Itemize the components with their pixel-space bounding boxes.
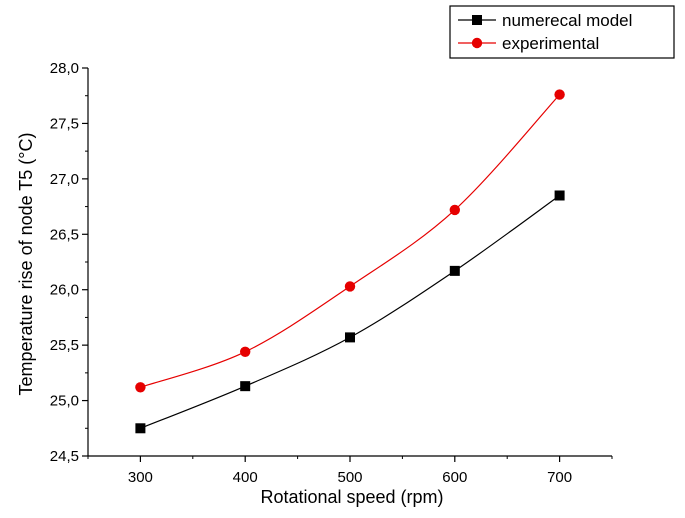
x-axis: 300 400 500 600 700: [87, 456, 613, 486]
y-tick-label: 25,5: [50, 337, 79, 354]
legend-marker-circle: [471, 37, 483, 49]
x-tick-label: 600: [442, 469, 467, 486]
y-tick-label: 27,0: [50, 171, 79, 188]
x-tick-label: 500: [337, 469, 362, 486]
y-axis-title: Temperature rise of node T5 (°C): [16, 133, 36, 396]
legend: numerecal model experimental: [449, 5, 675, 59]
data-point-square: [449, 265, 460, 276]
data-point-square: [345, 332, 355, 343]
data-point-square: [135, 423, 146, 434]
series-line-0: [140, 194, 560, 429]
y-tick-label: 27,5: [50, 115, 79, 132]
legend-label: numerecal model: [502, 11, 632, 30]
x-axis-title: Rotational speed (rpm): [260, 487, 443, 507]
x-tick-label: 400: [233, 469, 258, 486]
data-point-square: [554, 190, 565, 201]
data-point-circle: [554, 89, 565, 100]
data-point-square: [240, 381, 251, 392]
data-point-circle: [344, 281, 356, 292]
y-tick-label: 25,0: [50, 393, 79, 410]
y-tick-label: 26,0: [50, 282, 79, 299]
plot-frame: [87, 68, 612, 457]
data-point-circle: [135, 382, 146, 393]
x-tick-label: 700: [547, 469, 572, 486]
y-tick-label: 24,5: [50, 448, 79, 465]
y-tick-label: 26,5: [50, 226, 79, 243]
legend-box: [449, 5, 675, 59]
data-point-circle: [240, 346, 251, 357]
legend-marker-square: [472, 15, 482, 25]
data-point-circle: [449, 204, 460, 216]
x-tick-label: 300: [128, 469, 153, 486]
y-axis: 24,5 25,0 25,5 26,0 26,5 27,0 27,5 28,0: [50, 60, 88, 465]
legend-label: experimental: [502, 34, 599, 53]
y-tick-label: 28,0: [50, 60, 79, 77]
series-layer: [135, 89, 565, 434]
